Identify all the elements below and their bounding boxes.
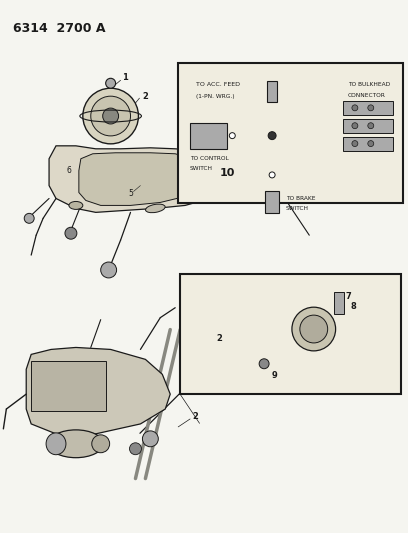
Text: 3: 3 (267, 107, 273, 116)
Circle shape (352, 123, 358, 128)
Circle shape (91, 96, 131, 136)
Circle shape (106, 78, 115, 88)
Circle shape (142, 431, 158, 447)
Text: 1: 1 (122, 73, 127, 82)
Text: 7: 7 (346, 292, 351, 301)
Bar (343, 136, 392, 150)
Polygon shape (287, 317, 314, 341)
Bar (265, 191, 279, 213)
Circle shape (368, 141, 374, 147)
Text: 10: 10 (220, 168, 235, 178)
Circle shape (368, 123, 374, 128)
Text: 4: 4 (186, 178, 191, 187)
Ellipse shape (146, 204, 165, 213)
Circle shape (24, 213, 34, 223)
Circle shape (300, 315, 328, 343)
Circle shape (292, 307, 336, 351)
Bar (343, 101, 392, 115)
Circle shape (101, 262, 117, 278)
Text: 9: 9 (271, 371, 277, 380)
Circle shape (83, 88, 138, 144)
Circle shape (65, 227, 77, 239)
Circle shape (129, 443, 142, 455)
Ellipse shape (46, 433, 66, 455)
Bar (180, 274, 401, 393)
Text: 2: 2 (142, 92, 149, 101)
Bar (334, 292, 344, 314)
Bar (177, 63, 403, 203)
Text: 8: 8 (350, 302, 356, 311)
Text: 2: 2 (217, 335, 222, 343)
Bar (343, 119, 392, 133)
Circle shape (194, 150, 206, 161)
Text: 6314  2700 A: 6314 2700 A (13, 22, 106, 35)
Text: TO ACC. FEED: TO ACC. FEED (195, 82, 239, 87)
Polygon shape (79, 153, 200, 205)
Circle shape (269, 172, 275, 178)
Text: 2: 2 (192, 413, 198, 422)
Polygon shape (49, 146, 228, 212)
Text: 11: 11 (338, 102, 350, 111)
Text: 5: 5 (128, 189, 133, 198)
Circle shape (259, 359, 269, 369)
Text: CONNECTOR: CONNECTOR (348, 93, 386, 98)
Text: TO BRAKE: TO BRAKE (286, 196, 315, 201)
Text: SWITCH: SWITCH (190, 166, 213, 171)
Circle shape (352, 105, 358, 111)
Circle shape (229, 133, 235, 139)
Circle shape (368, 105, 374, 111)
Circle shape (352, 141, 358, 147)
Text: TO CONTROL: TO CONTROL (190, 156, 228, 161)
Text: (1-PN. WRG.): (1-PN. WRG.) (195, 94, 234, 99)
Ellipse shape (49, 430, 103, 458)
Circle shape (268, 132, 276, 140)
Bar (267, 80, 277, 102)
Circle shape (188, 144, 212, 168)
Bar (190, 123, 227, 149)
Ellipse shape (69, 201, 83, 209)
Circle shape (103, 108, 119, 124)
Text: TO BULKHEAD: TO BULKHEAD (348, 82, 390, 87)
Text: SWITCH: SWITCH (286, 206, 309, 211)
Text: 6: 6 (67, 166, 71, 175)
Polygon shape (26, 348, 170, 434)
Ellipse shape (92, 435, 110, 453)
Bar (31, 361, 106, 411)
